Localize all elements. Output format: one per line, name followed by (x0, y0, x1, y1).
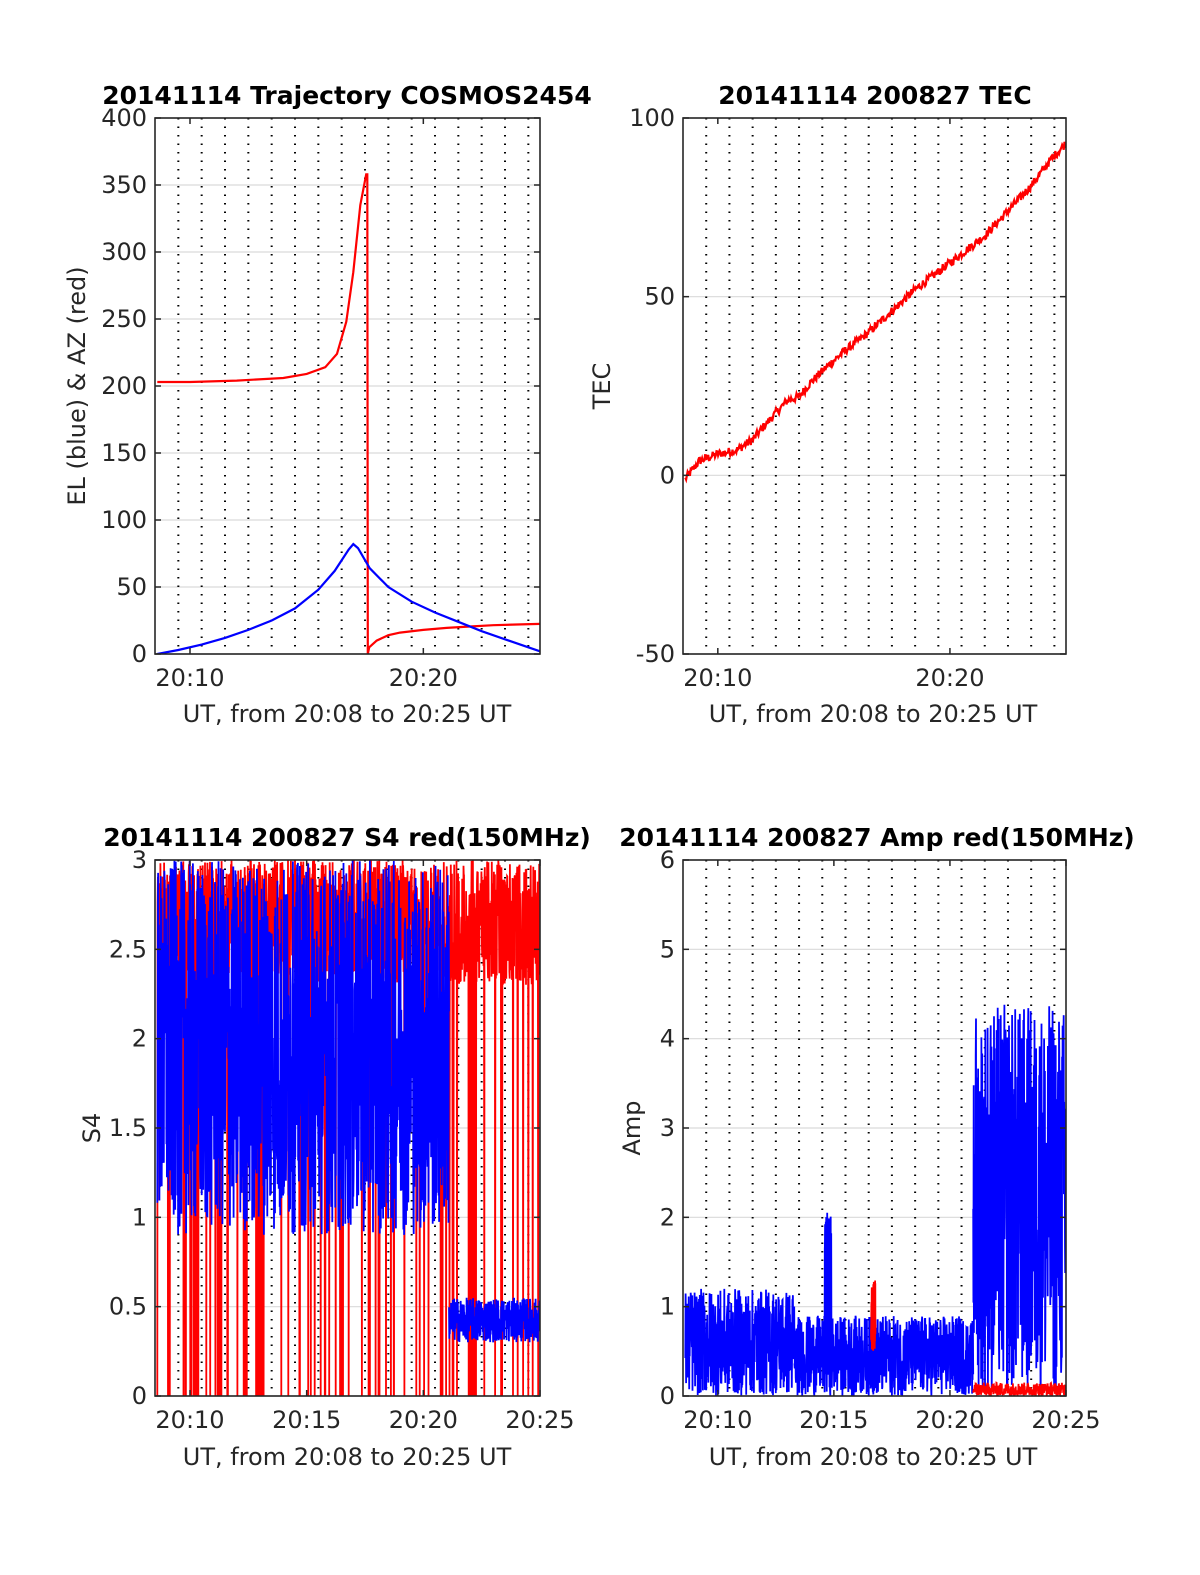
trajectory-series-0 (157, 173, 540, 654)
s4-xtick-label-1: 20:15 (272, 1406, 341, 1434)
amp-noise-4 (972, 1004, 1066, 1394)
s4-panel: 20141114 200827 S4 red(150MHz) UT, from … (78, 823, 591, 1471)
amp-noise-3 (870, 1280, 877, 1351)
amp-noise-0 (684, 1288, 796, 1396)
trajectory-series-1 (157, 542, 540, 654)
trajectory-ytick-label-2: 100 (101, 506, 147, 534)
amp-ytick-label-3: 3 (660, 1114, 675, 1142)
tec-xtick-label-1: 20:20 (915, 664, 984, 692)
s4-ytick-label-0: 0 (132, 1382, 147, 1410)
amp-noise-5 (972, 1381, 1066, 1396)
amp-xtick-label-1: 20:15 (799, 1406, 868, 1434)
amp-ytick-label-6: 6 (660, 846, 675, 874)
trajectory-ytick-label-7: 350 (101, 171, 147, 199)
amp-panel: 20141114 200827 Amp red(150MHz) UT, from… (618, 823, 1135, 1471)
tec-title: 20141114 200827 TEC (718, 81, 1031, 110)
s4-noise-1 (156, 860, 450, 1235)
s4-title: 20141114 200827 S4 red(150MHz) (103, 823, 591, 852)
trajectory-ytick-label-5: 250 (101, 305, 147, 333)
s4-xtick-label-2: 20:20 (389, 1406, 458, 1434)
s4-ytick-label-5: 2.5 (109, 935, 147, 963)
trajectory-title: 20141114 Trajectory COSMOS2454 (102, 81, 592, 110)
trajectory-ytick-label-4: 200 (101, 372, 147, 400)
tec-series-0 (684, 141, 1066, 484)
tec-ytick-label-2: 50 (644, 283, 675, 311)
amp-noise-2 (823, 1212, 833, 1368)
amp-ytick-label-5: 5 (660, 935, 675, 963)
trajectory-panel: 20141114 Trajectory COSMOS2454 UT, from … (63, 81, 592, 728)
s4-xtick-label-3: 20:25 (505, 1406, 574, 1434)
tec-panel: 20141114 200827 TEC UT, from 20:08 to 20… (588, 81, 1067, 728)
amp-ylabel: Amp (618, 1100, 646, 1155)
s4-ytick-label-1: 0.5 (109, 1293, 147, 1321)
tec-ytick-label-1: 0 (660, 461, 675, 489)
amp-title: 20141114 200827 Amp red(150MHz) (619, 823, 1135, 852)
trajectory-xtick-label-0: 20:10 (155, 664, 224, 692)
s4-ytick-label-4: 2 (132, 1025, 147, 1053)
amp-xlabel: UT, from 20:08 to 20:25 UT (709, 1443, 1038, 1471)
trajectory-xlabel: UT, from 20:08 to 20:25 UT (183, 700, 512, 728)
amp-noise-1 (793, 1315, 975, 1396)
s4-data (156, 860, 540, 1396)
amp-ytick-label-4: 4 (660, 1025, 675, 1053)
trajectory-ytick-label-8: 400 (101, 104, 147, 132)
s4-xlabel: UT, from 20:08 to 20:25 UT (183, 1443, 512, 1471)
trajectory-ytick-label-0: 0 (132, 640, 147, 668)
tec-ytick-label-0: -50 (636, 640, 675, 668)
trajectory-ytick-label-1: 50 (116, 573, 147, 601)
s4-noise-2 (448, 1297, 540, 1343)
amp-ytick-label-1: 1 (660, 1293, 675, 1321)
tec-ylabel: TEC (588, 363, 616, 411)
trajectory-xtick-label-1: 20:20 (389, 664, 458, 692)
amp-xtick-label-2: 20:20 (915, 1406, 984, 1434)
tec-data (684, 141, 1066, 484)
tec-xlabel: UT, from 20:08 to 20:25 UT (709, 700, 1038, 728)
s4-ytick-label-3: 1.5 (109, 1114, 147, 1142)
s4-ytick-label-6: 3 (132, 846, 147, 874)
amp-xtick-label-3: 20:25 (1031, 1406, 1100, 1434)
trajectory-ytick-label-3: 150 (101, 439, 147, 467)
amp-ytick-label-2: 2 (660, 1203, 675, 1231)
tec-ytick-label-3: 100 (629, 104, 675, 132)
trajectory-ytick-label-6: 300 (101, 238, 147, 266)
trajectory-data (157, 173, 540, 654)
trajectory-ylabel: EL (blue) & AZ (red) (63, 266, 91, 505)
amp-xtick-label-0: 20:10 (683, 1406, 752, 1434)
amp-data (684, 1004, 1066, 1396)
s4-ylabel: S4 (78, 1113, 106, 1144)
s4-ytick-label-2: 1 (132, 1203, 147, 1231)
s4-xtick-label-0: 20:10 (155, 1406, 224, 1434)
tec-xtick-label-0: 20:10 (683, 664, 752, 692)
amp-ytick-label-0: 0 (660, 1382, 675, 1410)
tec-axes-box (682, 117, 1067, 655)
